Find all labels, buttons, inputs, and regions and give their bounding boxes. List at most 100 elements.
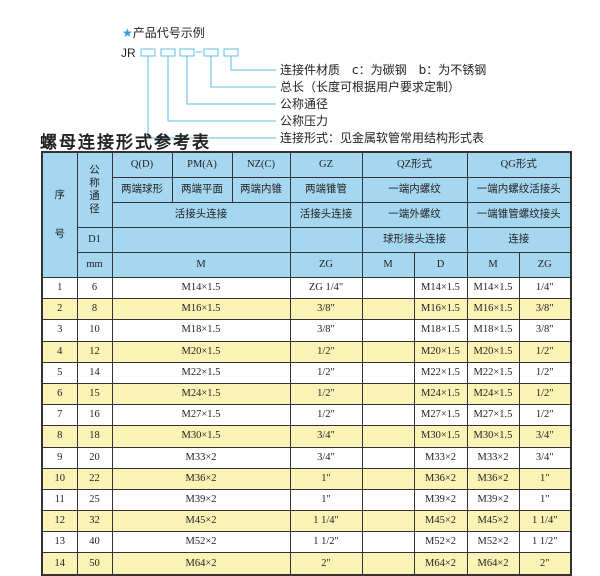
cell-qg-m: M39×2 xyxy=(466,488,520,512)
cell-zg: 1 1/2" xyxy=(289,531,363,554)
table-row: 6 15 M24×1.5 1/2" M24×1.5 M24×1.5 1/2" xyxy=(41,382,572,406)
cell-no: 11 xyxy=(41,488,78,512)
cell-dn: 12 xyxy=(76,340,113,363)
header-d1-cell: 球形接头连接 xyxy=(361,227,468,253)
cell-qg-m: M52×2 xyxy=(466,531,520,554)
cell-qg-zg: 1/2" xyxy=(518,340,572,363)
header-type: 一端内螺纹活接头 xyxy=(466,177,572,203)
cell-qz-m xyxy=(361,488,415,512)
cell-zg: 3/8" xyxy=(289,298,363,321)
cell-m: M24×1.5 xyxy=(111,382,291,406)
cell-qz-d: M24×1.5 xyxy=(413,382,468,406)
cell-qg-zg: 3/8" xyxy=(518,298,572,321)
cell-qg-zg: 1/2" xyxy=(518,361,572,384)
cell-qg-m: M20×1.5 xyxy=(466,340,520,363)
cell-qg-zg: 1 1/4" xyxy=(518,510,572,533)
code-box-3 xyxy=(179,48,195,57)
header-unit: ZG xyxy=(289,252,363,278)
table-row: 12 32 M45×2 1 1/4" M45×2 M45×2 1 1/4" xyxy=(41,510,572,533)
header-dn-text: 公称通径 xyxy=(89,165,100,215)
leader-line xyxy=(167,56,276,122)
cell-zg: 1/2" xyxy=(289,361,363,384)
cell-qg-zg: 1/4" xyxy=(518,276,572,300)
cell-qg-zg: 3/4" xyxy=(518,446,572,469)
cell-qg-m: M14×1.5 xyxy=(466,276,520,300)
table-row: 7 16 M27×1.5 1/2" M27×1.5 M27×1.5 1/2" xyxy=(41,404,572,427)
table-row: 1 6 M14×1.5 ZG 1/4" M14×1.5 M14×1.5 1/4" xyxy=(41,276,572,300)
header-type: 两端球形 xyxy=(111,177,173,203)
cell-zg: 1" xyxy=(289,488,363,512)
leader-line xyxy=(186,56,276,105)
table-row: 13 40 M52×2 1 1/2" M52×2 M52×2 1 1/2" xyxy=(41,531,572,554)
header-d1-cell xyxy=(289,227,363,253)
cell-qg-m: M30×1.5 xyxy=(466,425,520,448)
cell-no: 9 xyxy=(41,446,78,469)
table-row: 11 25 M39×2 1" M39×2 M39×2 1" xyxy=(41,488,572,512)
cell-qz-m xyxy=(361,298,415,321)
header-code: Q(D) xyxy=(111,151,173,178)
header-mm: mm xyxy=(76,252,113,278)
cell-qz-d: M16×1.5 xyxy=(413,298,468,321)
cell-qz-d: M18×1.5 xyxy=(413,319,468,342)
cell-m: M45×2 xyxy=(111,510,291,533)
cell-dn: 20 xyxy=(76,446,113,469)
cell-qz-d: M20×1.5 xyxy=(413,340,468,363)
header-conn: 活接头连接 xyxy=(289,202,363,228)
cell-m: M52×2 xyxy=(111,531,291,554)
cell-dn: 10 xyxy=(76,319,113,342)
cell-qz-m xyxy=(361,531,415,554)
cell-qg-zg: 1 1/2" xyxy=(518,531,572,554)
cell-qg-zg: 1/2" xyxy=(518,404,572,427)
cell-no: 7 xyxy=(41,404,78,427)
cell-zg: 3/4" xyxy=(289,446,363,469)
cell-qz-d: M33×2 xyxy=(413,446,468,469)
cell-no: 5 xyxy=(41,361,78,384)
cell-qz-d: M52×2 xyxy=(413,531,468,554)
cell-qz-d: M64×2 xyxy=(413,552,468,576)
header-unit: M xyxy=(466,252,520,278)
legend-diameter: 公称通径 xyxy=(280,97,329,111)
table-row: 2 8 M16×1.5 3/8" M16×1.5 M16×1.5 3/8" xyxy=(41,298,572,321)
cell-qz-m xyxy=(361,319,415,342)
cell-qz-d: M39×2 xyxy=(413,488,468,512)
code-box-4 xyxy=(203,48,219,57)
cell-qg-zg: 3/8" xyxy=(518,319,572,342)
cell-no: 4 xyxy=(41,340,78,363)
cell-no: 2 xyxy=(41,298,78,321)
header-unit: M xyxy=(111,252,291,278)
cell-qz-d: M14×1.5 xyxy=(413,276,468,300)
cell-m: M27×1.5 xyxy=(111,404,291,427)
cell-zg: 1/2" xyxy=(289,404,363,427)
table-row: 5 14 M22×1.5 1/2" M22×1.5 M22×1.5 1/2" xyxy=(41,361,572,384)
cell-qg-zg: 1" xyxy=(518,467,572,490)
cell-qz-m xyxy=(361,361,415,384)
cell-zg: 1/2" xyxy=(289,340,363,363)
code-prefix: JR xyxy=(121,46,136,60)
legend-connection: 连接形式：见金属软管常用结构形式表 xyxy=(280,131,485,145)
cell-qg-zg: 1/2" xyxy=(518,382,572,406)
code-box-2 xyxy=(160,48,176,57)
cell-m: M18×1.5 xyxy=(111,319,291,342)
cell-qz-d: M36×2 xyxy=(413,467,468,490)
header-type: 两端内锥 xyxy=(231,177,291,203)
code-box-1 xyxy=(140,48,156,57)
table-row: 10 22 M36×2 1" M36×2 M36×2 1" xyxy=(41,467,572,490)
header-unit: M xyxy=(361,252,415,278)
cell-dn: 18 xyxy=(76,425,113,448)
cell-qz-d: M27×1.5 xyxy=(413,404,468,427)
header-unit: ZG xyxy=(518,252,572,278)
cell-m: M20×1.5 xyxy=(111,340,291,363)
table-row: 9 20 M33×2 3/4" M33×2 M33×2 3/4" xyxy=(41,446,572,469)
cell-qg-m: M33×2 xyxy=(466,446,520,469)
header-conn: 活接头连接 xyxy=(111,202,291,228)
cell-zg: 3/8" xyxy=(289,319,363,342)
header-d1-cell xyxy=(111,227,291,253)
legend-length: 总长（长度可根据用户要求定制） xyxy=(280,80,461,94)
table-body: 1 6 M14×1.5 ZG 1/4" M14×1.5 M14×1.5 1/4" 2 8 M16×… xyxy=(41,276,572,576)
cell-zg: 3/4" xyxy=(289,425,363,448)
cell-zg: 1" xyxy=(289,467,363,490)
cell-m: M22×1.5 xyxy=(111,361,291,384)
cell-no: 10 xyxy=(41,467,78,490)
table-title: 螺母连接形式参考表 xyxy=(40,133,211,153)
cell-dn: 40 xyxy=(76,531,113,554)
